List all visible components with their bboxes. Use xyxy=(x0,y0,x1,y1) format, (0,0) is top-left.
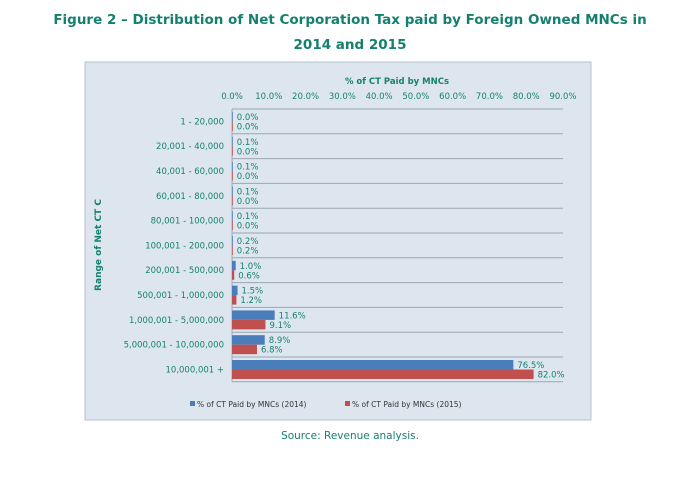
data-label: 1.5% xyxy=(242,287,264,297)
x-tick-label: 30.0% xyxy=(329,92,356,102)
bar-2014 xyxy=(232,236,233,246)
bar-2014 xyxy=(232,310,275,320)
x-tick-label: 20.0% xyxy=(292,92,319,102)
data-label: 11.6% xyxy=(279,311,306,321)
figure-title-line1: Figure 2 – Distribution of Net Corporati… xyxy=(53,12,647,28)
data-label: 0.0% xyxy=(237,113,259,123)
data-label: 8.9% xyxy=(269,336,291,346)
bar-2015 xyxy=(232,171,233,181)
category-label: 10,000,001 + xyxy=(166,365,225,375)
data-label: 0.6% xyxy=(238,271,260,281)
data-label: 0.2% xyxy=(237,237,259,247)
data-label: 0.1% xyxy=(237,187,259,197)
data-label: 0.0% xyxy=(237,222,259,232)
bar-2015 xyxy=(232,369,534,379)
data-label: 0.1% xyxy=(237,212,259,222)
category-label: 80,001 - 100,000 xyxy=(151,217,224,227)
x-tick-label: 0.0% xyxy=(221,92,243,102)
axis-title: % of CT Paid by MNCs xyxy=(345,77,449,87)
y-axis-label: Range of Net CT C xyxy=(94,199,104,291)
bar-chart: % of CT Paid by MNCs Range of Net CT C 0… xyxy=(84,61,592,421)
category-label: 40,001 - 60,000 xyxy=(156,167,224,177)
bar-2015 xyxy=(232,121,233,131)
bar-2014 xyxy=(232,136,233,147)
data-label: 6.8% xyxy=(261,346,283,356)
x-tick-label: 10.0% xyxy=(255,92,282,102)
x-tick-label: 70.0% xyxy=(476,92,503,102)
data-label: 76.5% xyxy=(517,361,544,371)
bar-2015 xyxy=(232,245,233,255)
category-label: 1 - 20,000 xyxy=(180,117,224,127)
bar-2014 xyxy=(232,360,514,370)
category-label: 200,001 - 500,000 xyxy=(145,266,224,276)
bar-2014 xyxy=(232,112,233,122)
data-label: 82.0% xyxy=(538,371,565,381)
category-label: 1,000,001 - 5,000,000 xyxy=(129,316,224,326)
bar-2015 xyxy=(232,146,233,156)
legend-swatch xyxy=(345,401,350,406)
data-label: 0.1% xyxy=(237,163,259,173)
data-label: 1.2% xyxy=(240,296,262,306)
bar-2014 xyxy=(232,285,238,296)
bar-2014 xyxy=(232,161,233,172)
bar-2015 xyxy=(232,195,233,206)
bar-2014 xyxy=(232,260,236,271)
bar-2015 xyxy=(232,220,233,231)
category-label: 100,001 - 200,000 xyxy=(145,241,224,251)
legend-swatch xyxy=(190,401,195,406)
bar-2015 xyxy=(232,344,258,355)
category-label: 5,000,001 - 10,000,000 xyxy=(124,341,224,351)
bar-2015 xyxy=(232,295,237,305)
bar-2014 xyxy=(232,335,265,345)
data-label: 0.0% xyxy=(237,123,259,133)
data-label: 0.1% xyxy=(237,138,259,148)
category-label: 500,001 - 1,000,000 xyxy=(137,291,224,301)
category-label: 20,001 - 40,000 xyxy=(156,142,224,152)
data-label: 0.2% xyxy=(237,247,259,257)
bar-2015 xyxy=(232,319,266,330)
data-label: 9.1% xyxy=(269,321,291,331)
data-label: 1.0% xyxy=(240,262,262,272)
x-tick-label: 90.0% xyxy=(549,92,576,102)
data-label: 0.0% xyxy=(237,147,259,157)
x-tick-label: 80.0% xyxy=(513,92,540,102)
bar-2014 xyxy=(232,186,233,196)
data-label: 0.0% xyxy=(237,197,259,207)
legend-label: % of CT Paid by MNCs (2014) xyxy=(197,400,307,409)
figure-title-line2: 2014 and 2015 xyxy=(293,37,407,53)
source-note: Source: Revenue analysis. xyxy=(281,430,419,442)
bar-2015 xyxy=(232,270,235,280)
data-label: 0.0% xyxy=(237,172,259,182)
legend-label: % of CT Paid by MNCs (2015) xyxy=(352,400,462,409)
x-tick-label: 50.0% xyxy=(402,92,429,102)
x-tick-label: 40.0% xyxy=(366,92,393,102)
x-tick-label: 60.0% xyxy=(439,92,466,102)
bar-2014 xyxy=(232,211,233,221)
category-label: 60,001 - 80,000 xyxy=(156,192,224,202)
